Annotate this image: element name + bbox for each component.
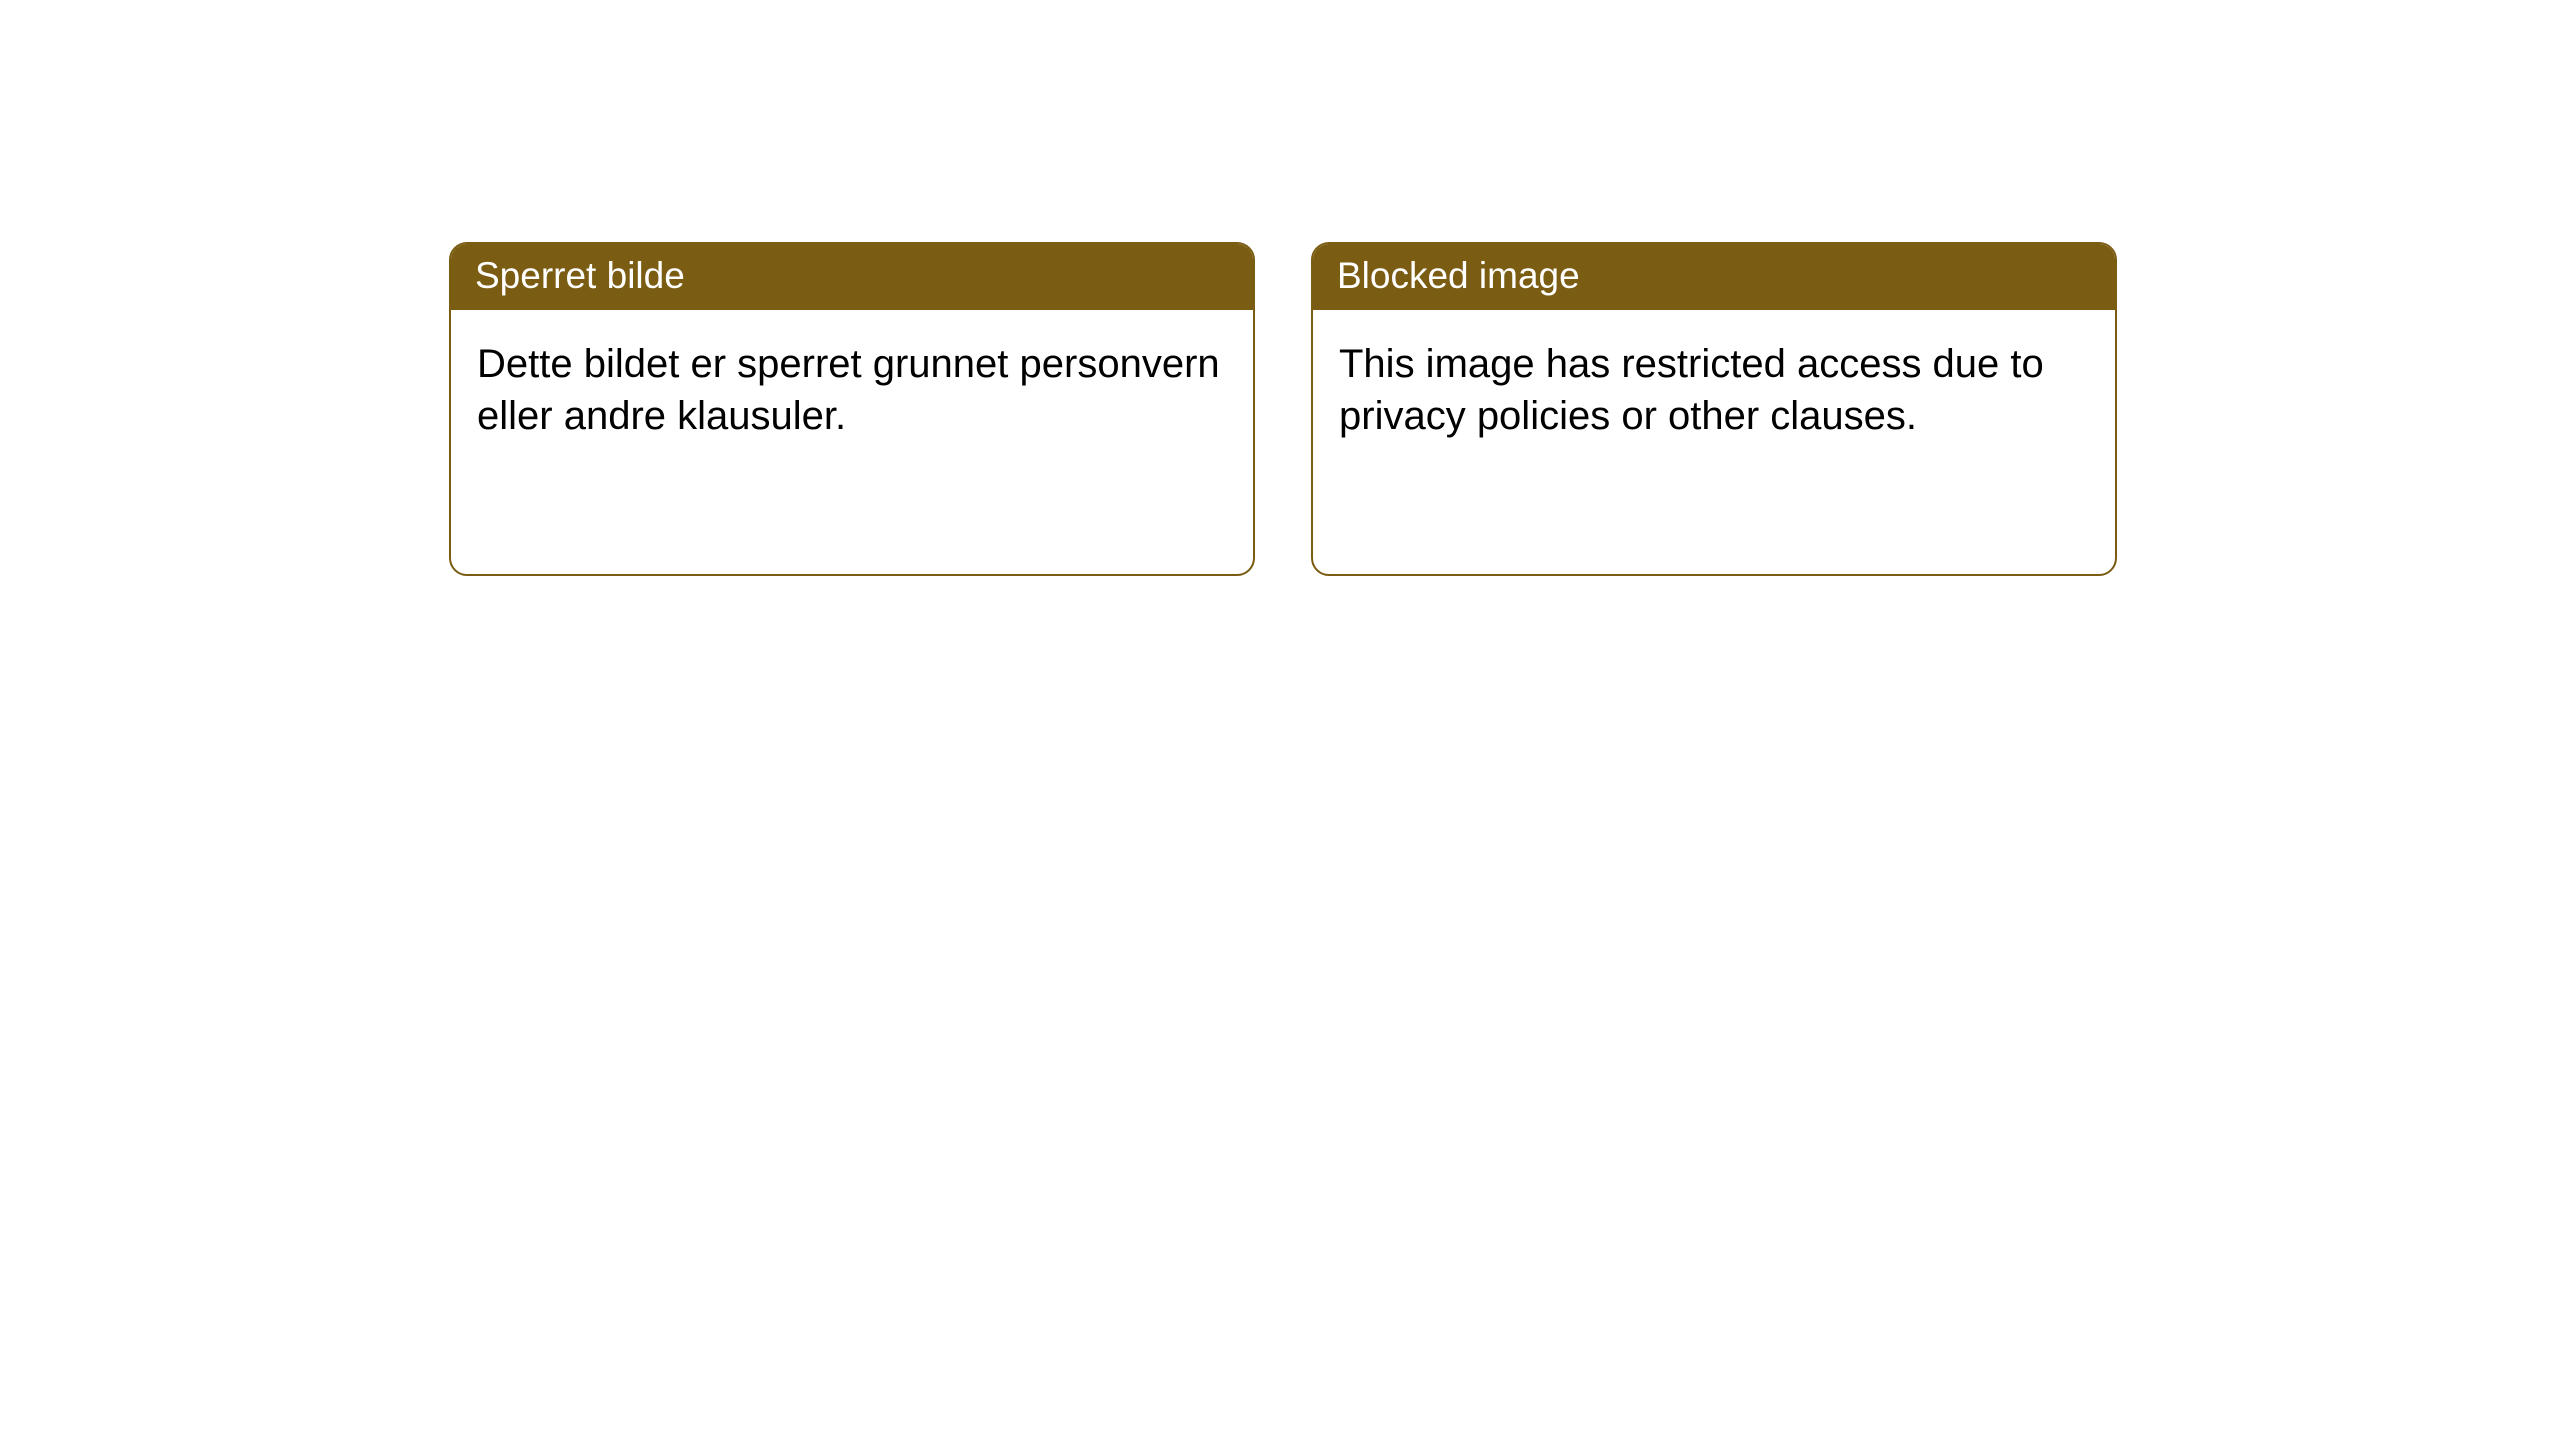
notice-title: Blocked image (1313, 244, 2115, 310)
notice-body: This image has restricted access due to … (1313, 310, 2115, 470)
notice-container: Sperret bilde Dette bildet er sperret gr… (0, 0, 2560, 576)
notice-card-norwegian: Sperret bilde Dette bildet er sperret gr… (449, 242, 1255, 576)
notice-title: Sperret bilde (451, 244, 1253, 310)
notice-card-english: Blocked image This image has restricted … (1311, 242, 2117, 576)
notice-body: Dette bildet er sperret grunnet personve… (451, 310, 1253, 470)
